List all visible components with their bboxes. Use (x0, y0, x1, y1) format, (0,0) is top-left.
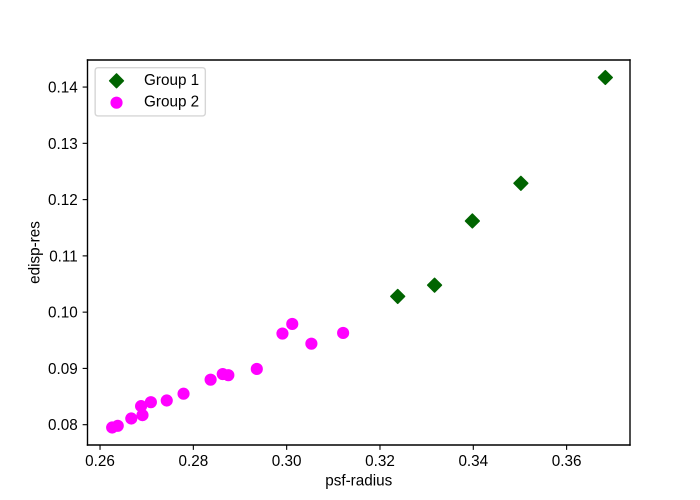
svg-text:0.10: 0.10 (48, 305, 78, 322)
svg-text:psf-radius: psf-radius (325, 473, 392, 490)
svg-text:0.11: 0.11 (49, 248, 78, 265)
svg-text:0.28: 0.28 (178, 453, 208, 470)
svg-text:0.34: 0.34 (458, 453, 488, 470)
svg-text:0.13: 0.13 (48, 136, 78, 153)
svg-text:Group 2: Group 2 (144, 94, 199, 111)
svg-text:0.14: 0.14 (48, 80, 78, 97)
svg-text:0.12: 0.12 (48, 192, 78, 209)
svg-text:0.30: 0.30 (272, 453, 302, 470)
svg-text:0.08: 0.08 (48, 417, 78, 434)
svg-text:0.32: 0.32 (365, 453, 395, 470)
svg-text:0.26: 0.26 (85, 453, 115, 470)
svg-text:0.36: 0.36 (552, 453, 582, 470)
svg-text:edisp-res: edisp-res (26, 221, 43, 284)
svg-text:0.09: 0.09 (48, 361, 78, 378)
svg-text:Group 1: Group 1 (144, 72, 199, 89)
